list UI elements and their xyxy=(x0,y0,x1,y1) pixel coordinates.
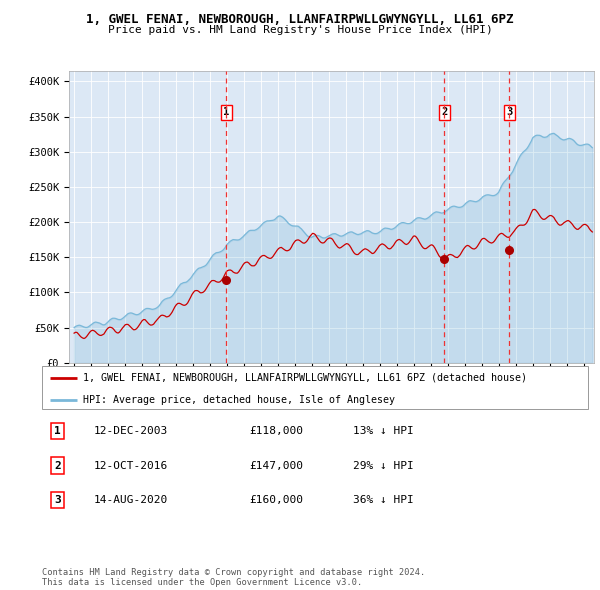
Text: 36% ↓ HPI: 36% ↓ HPI xyxy=(353,495,414,504)
Text: 1, GWEL FENAI, NEWBOROUGH, LLANFAIRPWLLGWYNGYLL, LL61 6PZ: 1, GWEL FENAI, NEWBOROUGH, LLANFAIRPWLLG… xyxy=(86,13,514,26)
Text: 29% ↓ HPI: 29% ↓ HPI xyxy=(353,461,414,470)
Text: 1: 1 xyxy=(223,107,229,117)
Text: Price paid vs. HM Land Registry's House Price Index (HPI): Price paid vs. HM Land Registry's House … xyxy=(107,25,493,35)
Text: 1, GWEL FENAI, NEWBOROUGH, LLANFAIRPWLLGWYNGYLL, LL61 6PZ (detached house): 1, GWEL FENAI, NEWBOROUGH, LLANFAIRPWLLG… xyxy=(83,373,527,383)
Text: £160,000: £160,000 xyxy=(250,495,304,504)
Text: HPI: Average price, detached house, Isle of Anglesey: HPI: Average price, detached house, Isle… xyxy=(83,395,395,405)
Text: £147,000: £147,000 xyxy=(250,461,304,470)
Text: 1: 1 xyxy=(54,427,61,436)
Text: 13% ↓ HPI: 13% ↓ HPI xyxy=(353,427,414,436)
Text: 14-AUG-2020: 14-AUG-2020 xyxy=(94,495,168,504)
Text: 2: 2 xyxy=(54,461,61,470)
Text: 2: 2 xyxy=(441,107,447,117)
FancyBboxPatch shape xyxy=(42,366,588,409)
Text: 3: 3 xyxy=(54,495,61,504)
Text: 12-OCT-2016: 12-OCT-2016 xyxy=(94,461,168,470)
Text: £118,000: £118,000 xyxy=(250,427,304,436)
Text: Contains HM Land Registry data © Crown copyright and database right 2024.
This d: Contains HM Land Registry data © Crown c… xyxy=(42,568,425,587)
Text: 12-DEC-2003: 12-DEC-2003 xyxy=(94,427,168,436)
Text: 3: 3 xyxy=(506,107,512,117)
